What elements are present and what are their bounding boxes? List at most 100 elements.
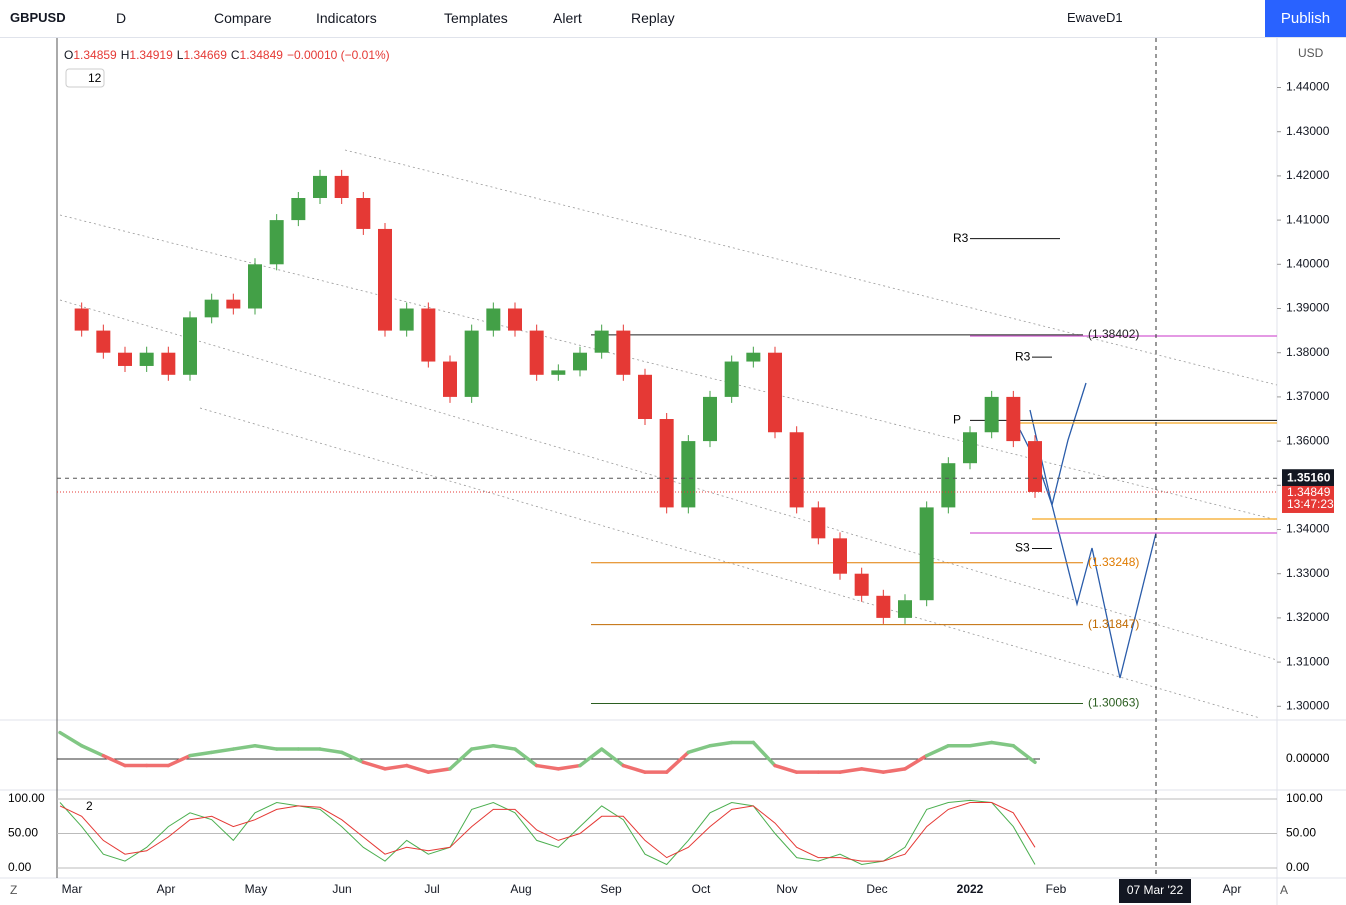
candle <box>984 396 999 433</box>
candle <box>334 175 349 199</box>
osc2-tick-label: 50.00 <box>1286 826 1316 840</box>
osc1-segment <box>881 767 907 774</box>
osc2-count: 2 <box>86 799 93 813</box>
fib-label: (1.30063) <box>1088 696 1139 710</box>
y-tick-label: 1.30000 <box>1286 698 1330 712</box>
candle <box>551 370 566 375</box>
interval[interactable]: D <box>116 10 127 26</box>
x-tick-label: Aug <box>510 882 531 896</box>
last-price: 1.34849 <box>1287 485 1331 499</box>
fib-label: (1.31847) <box>1088 617 1139 631</box>
candle <box>443 361 457 397</box>
candle <box>789 432 804 508</box>
legend-c: C <box>231 48 240 62</box>
candle <box>854 573 869 596</box>
y-tick-label: 1.43000 <box>1286 124 1330 138</box>
symbol[interactable]: GBPUSD <box>10 10 66 25</box>
osc1-segment <box>599 747 626 768</box>
candle <box>486 308 501 331</box>
x-tick-label: Apr <box>1223 882 1242 896</box>
crosshair-price: 1.35160 <box>1287 470 1331 484</box>
legend-close: 1.34849 <box>240 48 284 62</box>
candle <box>724 361 739 397</box>
y-tick-label: 1.38000 <box>1286 345 1330 359</box>
candle <box>356 198 371 229</box>
osc1-segment <box>383 763 409 771</box>
publish-button[interactable]: Publish <box>1265 0 1346 37</box>
candle <box>269 220 284 265</box>
osc1-segment <box>1011 744 1037 765</box>
pivot-label: S3 <box>1015 541 1030 555</box>
z-button[interactable]: Z <box>10 883 17 897</box>
osc1-segment <box>664 750 691 774</box>
osc1-segment <box>686 744 712 755</box>
candle <box>768 352 782 433</box>
candle <box>96 330 111 353</box>
osc1-segment <box>361 760 387 771</box>
osc1-segment <box>708 740 734 748</box>
osc2-tick-label: 100.00 <box>1286 791 1323 805</box>
y-tick-label: 1.42000 <box>1286 168 1330 182</box>
candle <box>139 352 154 366</box>
countdown: 13:47:23 <box>1287 497 1334 511</box>
candle <box>876 595 891 618</box>
x-tick-label: Nov <box>776 882 797 896</box>
candle <box>161 352 176 375</box>
osc1-segment <box>58 730 84 748</box>
osc1-segment <box>101 753 127 768</box>
y-tick-label: 1.40000 <box>1286 256 1330 270</box>
osc1-segment <box>903 753 929 771</box>
crosshair-box <box>1282 469 1334 488</box>
x-tick-label: Oct <box>692 882 711 896</box>
a-button[interactable]: A <box>1280 883 1288 897</box>
candle <box>1006 396 1021 442</box>
templates[interactable]: Templates <box>444 10 508 26</box>
candle <box>833 538 847 574</box>
osc1-segment <box>513 747 539 768</box>
replay[interactable]: Replay <box>631 10 675 26</box>
y-tick-label: 1.32000 <box>1286 610 1330 624</box>
alert[interactable]: Alert <box>553 10 582 26</box>
osc1-segment <box>448 747 474 771</box>
y-tick-label: 1.41000 <box>1286 212 1330 226</box>
candle <box>659 419 674 508</box>
indicator-toggle[interactable] <box>65 68 105 88</box>
compare[interactable]: Compare <box>214 10 272 26</box>
osc1-segment <box>404 763 431 774</box>
candle <box>1028 441 1042 492</box>
y-tick-label: 1.33000 <box>1286 566 1330 580</box>
osc1-segment <box>989 740 1016 748</box>
osc1-segment <box>621 763 647 774</box>
candle <box>529 330 544 375</box>
osc1-segment <box>751 740 777 768</box>
candle <box>811 507 826 539</box>
crosshair-date: 07 Mar '22 <box>1127 883 1184 897</box>
osc1-segment <box>968 740 994 748</box>
pivot-label: P <box>953 412 961 426</box>
candle <box>594 330 609 353</box>
x-tick-label: Feb <box>1046 882 1067 896</box>
osc1-segment <box>318 747 344 755</box>
osc2-tick-label-left: 50.00 <box>8 826 38 840</box>
y-tick-label: 1.34000 <box>1286 522 1330 536</box>
candle <box>248 264 262 309</box>
candle <box>941 463 956 508</box>
layout-name[interactable]: EwaveD1 <box>1067 10 1123 25</box>
projection <box>1029 409 1157 679</box>
x-tick-label: Mar <box>62 882 83 896</box>
osc1-segment <box>924 744 951 758</box>
osc2-tick-label-left: 100.00 <box>8 791 45 805</box>
osc1-segment <box>859 767 886 774</box>
indicators[interactable]: Indicators <box>316 10 377 26</box>
osc1-segment <box>491 744 517 751</box>
candle <box>963 432 977 464</box>
legend-l: L <box>177 48 184 62</box>
pivot-label: R3 <box>1015 349 1031 363</box>
fib-label: (1.33248) <box>1088 555 1139 569</box>
x-tick-label: 2022 <box>957 882 984 896</box>
channel-lines <box>59 149 1278 719</box>
candle <box>746 352 761 362</box>
osc1-segment <box>838 767 864 774</box>
y-tick-label: 1.31000 <box>1286 654 1330 668</box>
